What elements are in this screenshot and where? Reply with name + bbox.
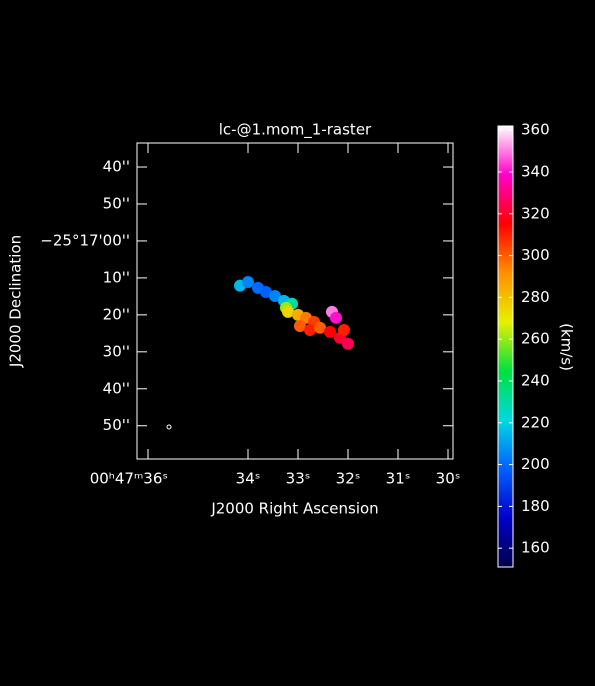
colorbar-tick-label: 180 (521, 497, 550, 515)
velocity-pixel (282, 305, 294, 318)
colorbar-tick-label: 360 (521, 121, 550, 139)
x-tick-label: 30ˢ (436, 470, 461, 488)
chart-title: lc-@1.mom_1-raster (219, 121, 372, 140)
colorbar (497, 125, 514, 568)
y-tick-label: 30'' (103, 342, 130, 360)
colorbar-tick-label: 340 (521, 162, 550, 180)
y-tick-label: 40'' (103, 158, 130, 176)
x-tick-label: 32ˢ (336, 470, 361, 488)
colorbar-label: (km/s) (558, 323, 576, 371)
x-axis-label: J2000 Right Ascension (210, 500, 378, 518)
x-tick-label: 34ˢ (236, 470, 261, 488)
y-axis-label: J2000 Declination (7, 235, 25, 368)
velocity-pixel (294, 319, 306, 332)
velocity-pixel (338, 324, 350, 337)
colorbar-tick-label: 220 (521, 413, 550, 431)
x-tick-label: 33ˢ (286, 470, 311, 488)
y-tick-label: 40'' (103, 379, 130, 397)
colorbar-tick-label: 320 (521, 204, 550, 222)
colorbar-tick-label: 160 (521, 539, 550, 557)
velocity-pixel (342, 337, 354, 350)
y-tick-label: 20'' (103, 305, 130, 323)
x-tick-label: 31ˢ (386, 470, 411, 488)
velocity-pixel (242, 275, 254, 288)
colorbar-tick-label: 300 (521, 246, 550, 264)
velocity-pixel (330, 311, 342, 324)
y-tick-label: 50'' (103, 416, 130, 434)
colorbar-tick-label: 280 (521, 288, 550, 306)
velocity-pixel (304, 324, 316, 337)
beam (166, 424, 172, 430)
velocity-pixel (324, 325, 336, 338)
plot-frame (136, 142, 454, 460)
y-tick-label: −25°17'00'' (40, 231, 130, 249)
velocity-pixel (314, 321, 326, 334)
velocity-pixel (260, 285, 272, 298)
colorbar-tick-label: 260 (521, 330, 550, 348)
colorbar-tick-label: 200 (521, 455, 550, 473)
y-tick-label: 50'' (103, 194, 130, 212)
x-tick-label: 00ʰ47ᵐ36ˢ (90, 470, 168, 488)
colorbar-tick-label: 240 (521, 371, 550, 389)
y-tick-label: 10'' (103, 268, 130, 286)
velocity-pixel (269, 290, 281, 303)
